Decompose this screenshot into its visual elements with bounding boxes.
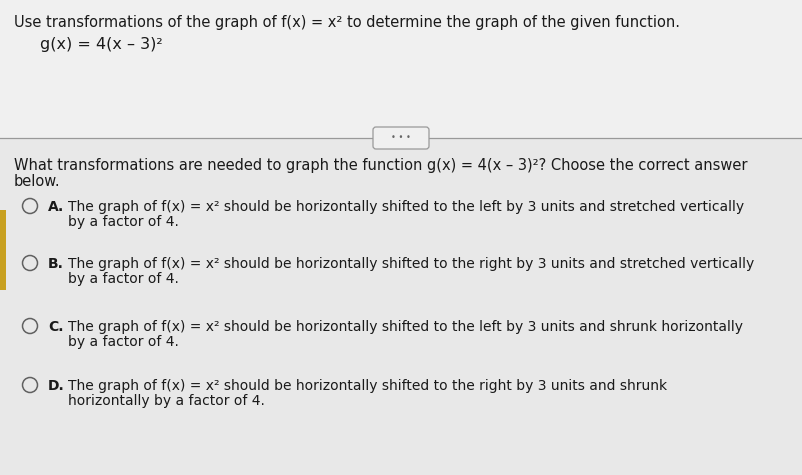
- Text: The graph of f(x) = x² should be horizontally shifted to the right by 3 units an: The graph of f(x) = x² should be horizon…: [68, 257, 754, 271]
- Text: horizontally by a factor of 4.: horizontally by a factor of 4.: [68, 394, 265, 408]
- Bar: [0, 138, 802, 475]
- FancyBboxPatch shape: [373, 127, 429, 149]
- Text: What transformations are needed to graph the function g(x) = 4(x – 3)²? Choose t: What transformations are needed to graph…: [14, 158, 747, 173]
- Text: A.: A.: [48, 200, 64, 214]
- Text: B.: B.: [48, 257, 64, 271]
- Text: by a factor of 4.: by a factor of 4.: [68, 272, 179, 286]
- Text: The graph of f(x) = x² should be horizontally shifted to the right by 3 units an: The graph of f(x) = x² should be horizon…: [68, 379, 667, 393]
- Text: C.: C.: [48, 320, 63, 334]
- Text: The graph of f(x) = x² should be horizontally shifted to the left by 3 units and: The graph of f(x) = x² should be horizon…: [68, 320, 743, 334]
- Text: by a factor of 4.: by a factor of 4.: [68, 215, 179, 229]
- Text: below.: below.: [14, 174, 61, 189]
- Bar: [0, 0, 802, 138]
- Bar: [0, 210, 6, 290]
- Text: • • •: • • •: [391, 133, 411, 142]
- Text: by a factor of 4.: by a factor of 4.: [68, 335, 179, 349]
- Text: Use transformations of the graph of f(x) = x² to determine the graph of the give: Use transformations of the graph of f(x)…: [14, 15, 680, 30]
- Text: g(x) = 4(x – 3)²: g(x) = 4(x – 3)²: [40, 37, 163, 52]
- Text: D.: D.: [48, 379, 65, 393]
- Text: The graph of f(x) = x² should be horizontally shifted to the left by 3 units and: The graph of f(x) = x² should be horizon…: [68, 200, 744, 214]
